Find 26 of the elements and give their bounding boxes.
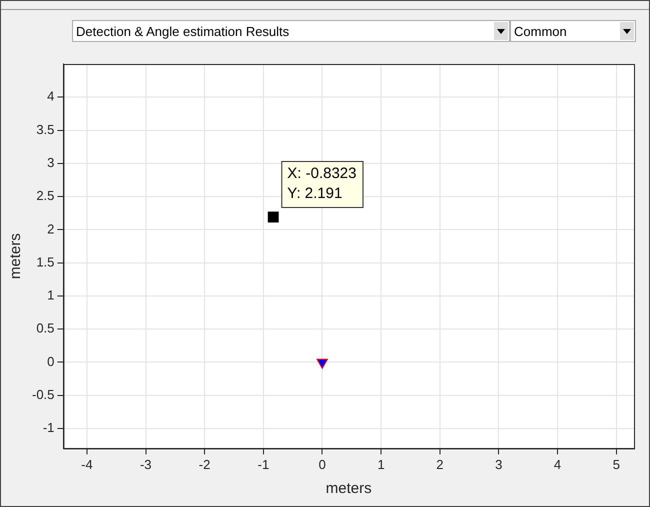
x-tick-label: -2 — [198, 456, 210, 472]
x-tick-label: 5 — [612, 456, 620, 472]
y-tick-label: 1.5 — [36, 254, 54, 270]
x-tick-label: -1 — [258, 456, 270, 472]
y-tick-label: -0.5 — [32, 386, 54, 402]
annotation: X: -0.8323 Y: 2.191 — [287, 165, 356, 202]
x-tick-label: -4 — [81, 456, 93, 472]
x-tick-label: 1 — [377, 456, 385, 472]
y-tick-label: 2 — [47, 221, 54, 236]
x-tick-label: -3 — [140, 456, 152, 472]
y-tick-label: 4 — [47, 88, 54, 104]
y-tick-label: -1 — [42, 420, 54, 436]
x-tick-label: 3 — [495, 456, 502, 472]
y-tick-label: 0.5 — [36, 320, 54, 336]
x-axis-title: meters — [326, 480, 372, 498]
y-tick-label: 1 — [47, 288, 54, 303]
text: Detection & Angle estimation Results — [76, 24, 290, 39]
y-tick-label: 3 — [47, 154, 54, 170]
y-tick-label: 3.5 — [36, 122, 54, 137]
x-tick-label: 4 — [554, 456, 562, 472]
y-axis-title: meters — [7, 233, 24, 280]
x-tick-label: 2 — [436, 456, 444, 472]
text: Common — [514, 24, 567, 39]
y-tick-label: 2.5 — [36, 188, 54, 204]
x-tick-label: 0 — [318, 456, 326, 472]
y-tick-label: 0 — [47, 354, 54, 369]
